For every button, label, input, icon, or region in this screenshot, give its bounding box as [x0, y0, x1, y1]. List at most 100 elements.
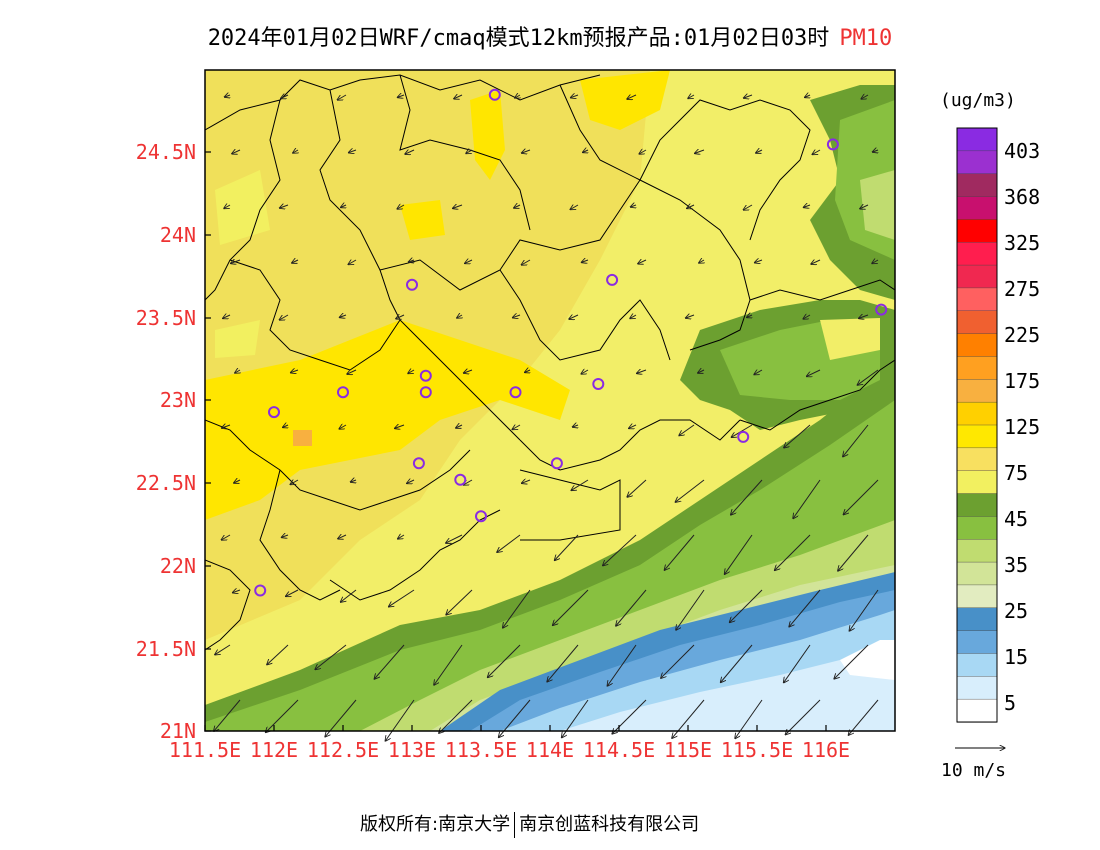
wind-arrow	[807, 369, 821, 376]
legend-label: 403	[1004, 139, 1041, 163]
wind-arrow	[784, 644, 811, 683]
y-tick-label: 22N	[159, 554, 196, 578]
wind-arrow	[339, 315, 347, 317]
wind-arrow	[466, 150, 473, 154]
wind-arrow	[555, 534, 579, 560]
wind-arrow	[347, 370, 357, 374]
wind-arrow	[503, 589, 531, 628]
legend-swatch	[956, 698, 998, 723]
x-tick-label: 113.5E	[444, 738, 518, 762]
wind-arrow	[571, 95, 579, 98]
wind-arrow	[725, 534, 753, 574]
x-tick-label: 112E	[249, 738, 299, 762]
legend-swatch	[956, 447, 998, 472]
station-marker	[875, 303, 888, 316]
station-marker	[592, 378, 605, 390]
wind-arrow	[398, 535, 405, 539]
wind-arrow	[747, 315, 752, 318]
wind-arrow	[291, 370, 299, 373]
wind-arrow	[754, 370, 763, 375]
wind-arrow	[224, 95, 230, 97]
wind-arrow	[848, 699, 879, 735]
wind-arrow	[290, 480, 299, 485]
wind-arrow	[756, 150, 763, 153]
legend-swatch	[956, 287, 998, 312]
legend-swatch	[956, 333, 998, 358]
wind-arrow	[688, 95, 695, 99]
wind-arrow	[569, 315, 579, 319]
wind-arrow	[286, 589, 299, 596]
legend-swatch	[956, 653, 998, 677]
wind-arrow	[231, 260, 241, 263]
wind-arrow	[407, 480, 415, 483]
wind-arrow	[698, 370, 705, 373]
station-marker	[826, 138, 839, 151]
x-tick-label: 114E	[525, 738, 575, 762]
legend-swatch	[956, 173, 998, 198]
footer: 版权所有:南京大学 南京创蓝科技有限公司	[360, 810, 699, 838]
legend-label: 175	[1004, 369, 1041, 393]
wind-arrow	[572, 425, 578, 427]
legend-frame	[956, 127, 998, 723]
legend-label: 15	[1004, 645, 1029, 669]
station-marker	[475, 510, 487, 523]
x-tick-label: 115.5E	[720, 738, 794, 762]
wind-arrow	[687, 205, 695, 208]
wind-arrow	[454, 95, 463, 99]
station-marker	[550, 457, 563, 470]
wind-arrow	[439, 699, 473, 733]
wind-arrow	[463, 479, 473, 485]
wind-arrow	[570, 205, 579, 210]
wind-arrow	[234, 480, 241, 483]
wind-arrow	[521, 259, 531, 265]
wind-arrow	[497, 534, 521, 552]
legend-label: 225	[1004, 323, 1041, 347]
wind-arrow	[805, 95, 810, 98]
x-tick-label: 115E	[663, 738, 713, 762]
wind-arrow	[735, 699, 763, 739]
legend-swatch	[956, 561, 998, 586]
wind-arrow	[396, 315, 405, 319]
wind-arrow	[513, 315, 521, 318]
wind-arrow	[676, 589, 705, 630]
wind-arrow	[627, 95, 637, 99]
wind-arrow	[223, 315, 231, 318]
wind-arrow	[630, 315, 637, 319]
station-markers	[254, 88, 888, 597]
legend-swatch	[956, 607, 998, 632]
legend-label: 275	[1004, 277, 1041, 301]
wind-arrow	[803, 315, 811, 319]
wind-arrow	[695, 150, 705, 153]
legend-swatch	[956, 630, 998, 655]
wind-arrow	[488, 644, 521, 678]
y-tick-label: 24.5N	[135, 140, 196, 164]
wind-arrow	[838, 534, 869, 571]
wind-arrow	[522, 150, 531, 153]
wind-arrow	[872, 150, 878, 152]
station-marker	[454, 473, 467, 486]
wind-arrow	[553, 589, 589, 625]
station-marker	[268, 406, 280, 419]
wind-arrow	[664, 534, 695, 570]
wind-arrow	[338, 535, 347, 539]
color-legend	[956, 127, 998, 723]
wind-arrow	[222, 425, 231, 428]
wind-arrow	[755, 260, 763, 263]
wind-arrow	[339, 425, 347, 429]
wind-arrow	[616, 589, 647, 626]
wind-arrow	[515, 95, 520, 98]
wind-arrow	[637, 370, 647, 373]
wind-arrow	[860, 205, 869, 209]
wind-arrow	[629, 425, 637, 428]
legend-swatch	[956, 516, 998, 540]
wind-arrow	[446, 534, 463, 543]
legend-swatch	[956, 127, 998, 152]
wind-arrow	[731, 479, 763, 515]
x-tick-label: 116E	[801, 738, 851, 762]
wind-arrow	[525, 370, 530, 373]
wind-arrow	[279, 314, 289, 320]
wind-arrow	[849, 589, 879, 631]
station-marker	[606, 273, 619, 286]
legend-label: 368	[1004, 185, 1041, 209]
wind-arrow	[267, 644, 289, 665]
